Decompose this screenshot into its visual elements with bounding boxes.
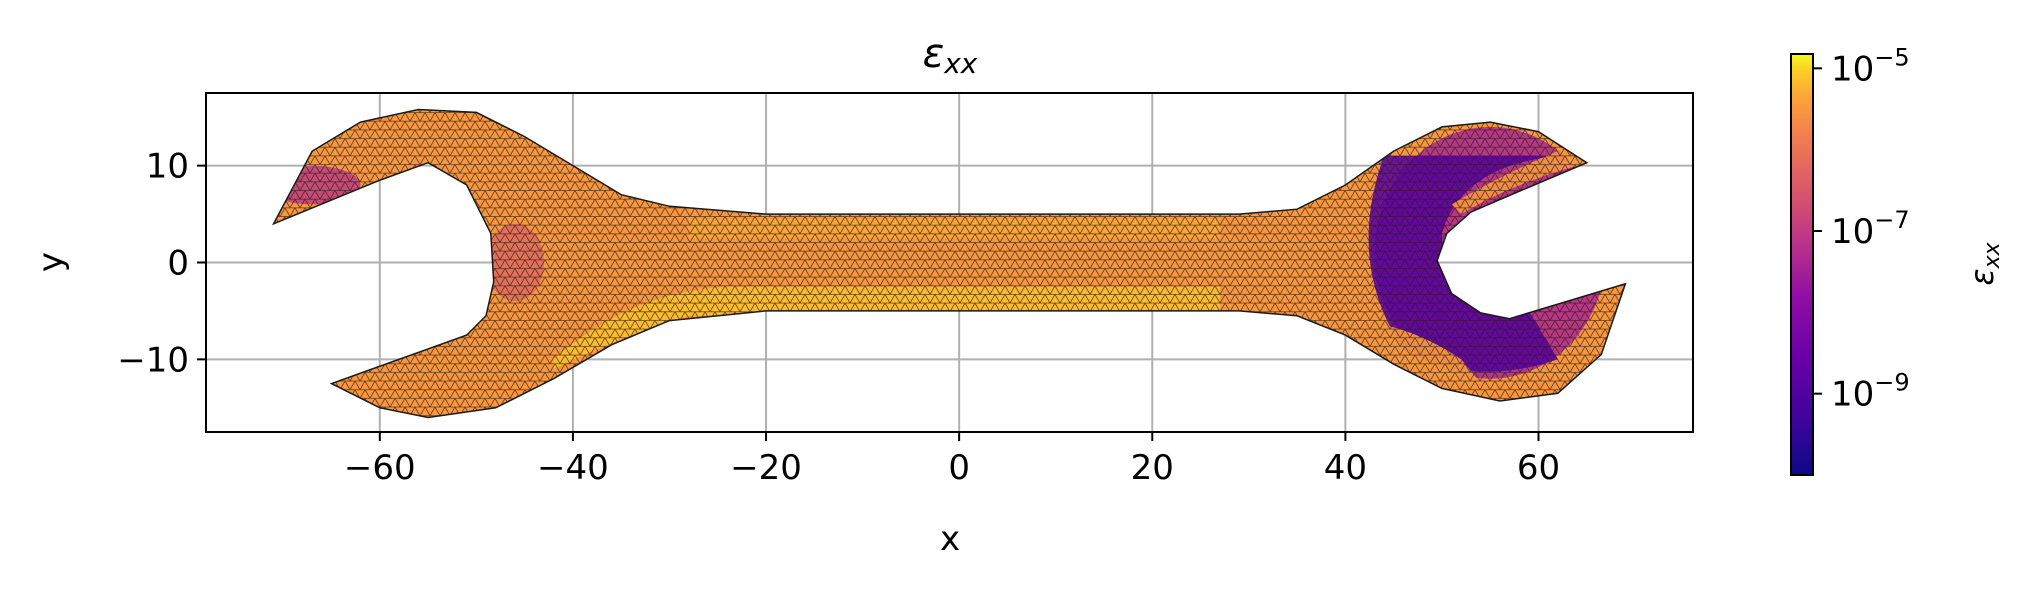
- colorbar-tick-label: 10−7: [1831, 206, 1910, 252]
- chart-title: εxx: [923, 31, 978, 80]
- x-tick-label: −20: [730, 448, 802, 488]
- x-axis-ticks: −60 −40 −20 0 20 40 60: [344, 432, 1560, 488]
- x-axis-label: x: [940, 519, 960, 559]
- x-tick-label: 60: [1517, 448, 1560, 488]
- y-axis-label: y: [31, 252, 71, 272]
- colorbar: [1790, 53, 1814, 476]
- x-tick-label: 20: [1131, 448, 1174, 488]
- colorbar-tick-label: 10−9: [1831, 369, 1910, 415]
- y-tick-label: 10: [146, 147, 189, 187]
- colorbar-tick-exponent: −7: [1874, 206, 1909, 234]
- x-tick-label: 0: [948, 448, 970, 488]
- y-tick-label: 0: [167, 244, 189, 284]
- colorbar-label: εxx: [1963, 241, 2005, 285]
- x-tick-label: −60: [344, 448, 416, 488]
- colorbar-tick-exponent: −9: [1874, 369, 1909, 397]
- colorbar-label-subscript: xx: [1980, 241, 2005, 269]
- colorbar-tick-label: 10−5: [1831, 43, 1910, 89]
- chart-title-subscript: xx: [943, 47, 978, 80]
- y-tick-label: −10: [117, 340, 189, 380]
- colorbar-ticks: 10−5 10−7 10−9: [1813, 43, 1910, 415]
- x-tick-label: 40: [1324, 448, 1367, 488]
- wrench-outline: [271, 108, 1627, 419]
- x-tick-label: −40: [537, 448, 609, 488]
- y-axis-ticks: −10 0 10: [117, 147, 206, 380]
- colorbar-tick-exponent: −5: [1874, 43, 1909, 71]
